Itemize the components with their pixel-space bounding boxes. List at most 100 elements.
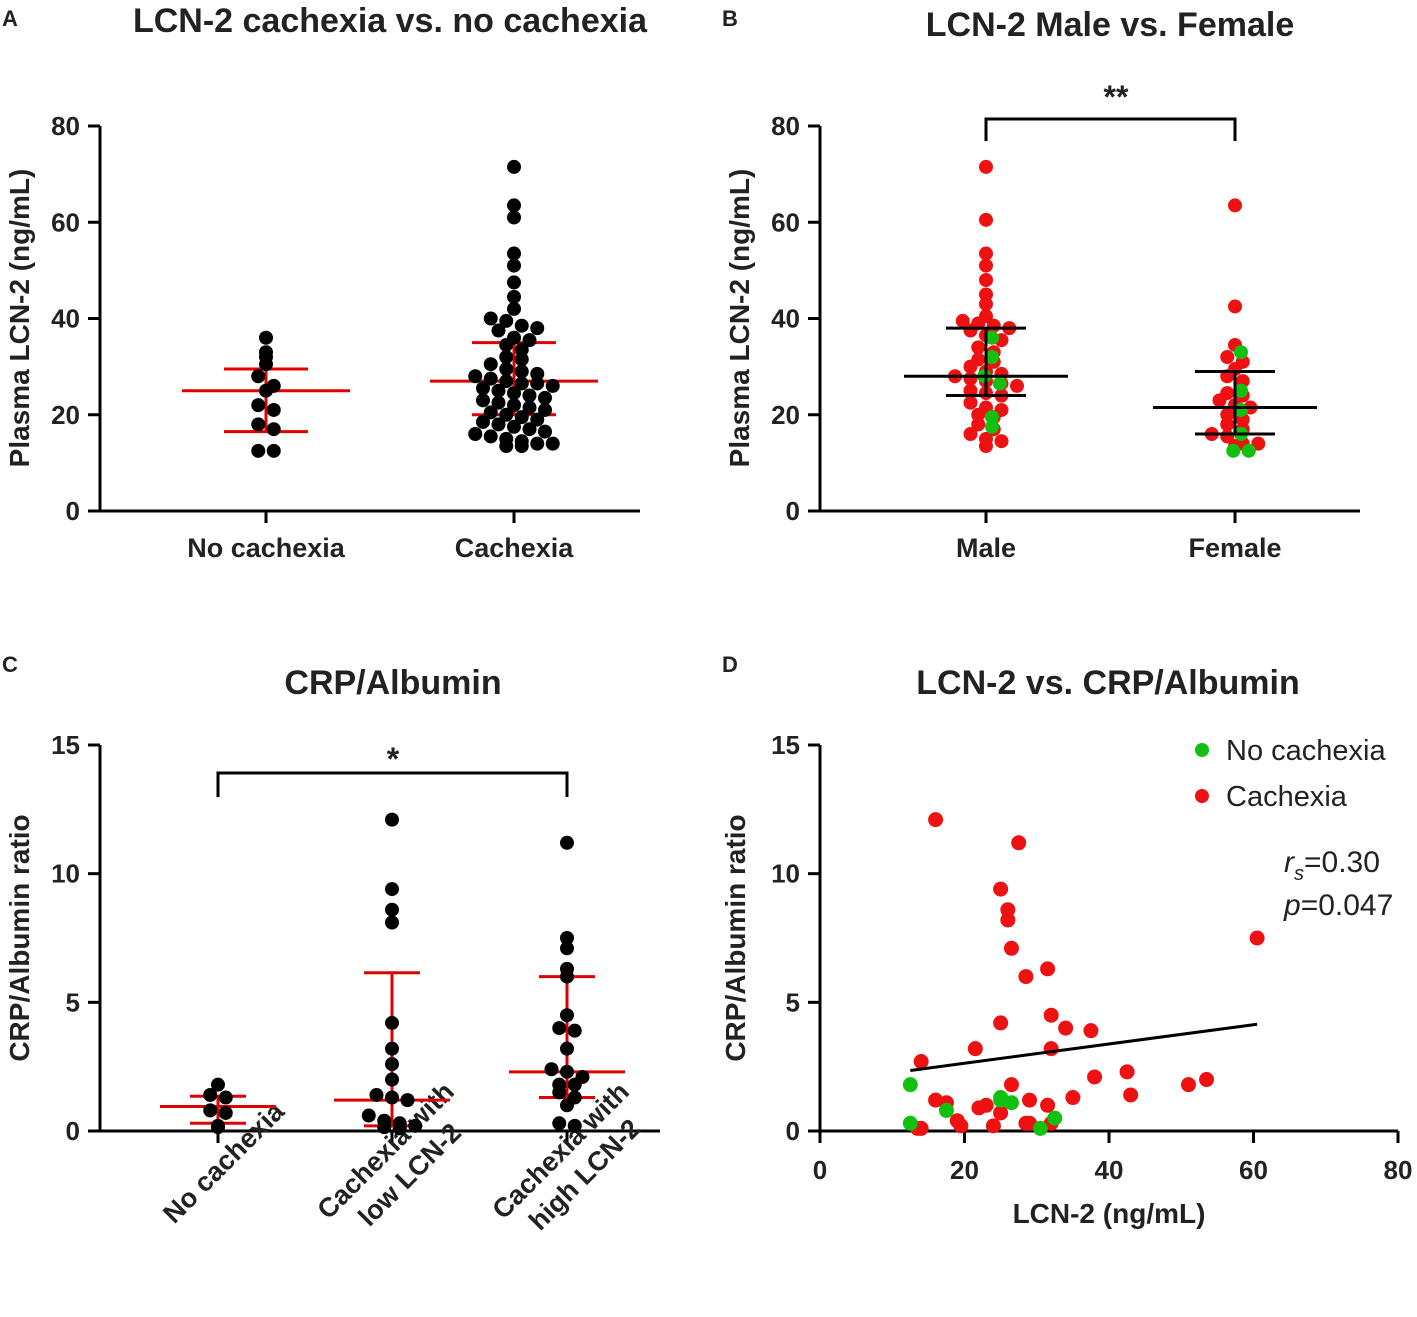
panel-c-point-sample <box>385 812 399 827</box>
panel-c-point-sample <box>361 1108 376 1123</box>
panel-a-point-sample <box>259 357 273 372</box>
panel-b-point-no-cachexia <box>992 376 1007 391</box>
panel-a-point-sample <box>514 439 529 454</box>
panel-d-x-ticks: 0 20 40 60 80 <box>813 1129 1413 1185</box>
panel-d-point-cachexia <box>1043 1007 1059 1023</box>
panel-a-point-sample <box>507 398 521 413</box>
panel-b-y-tick-label: 0 <box>786 496 800 526</box>
panel-c-point-sample <box>552 1116 567 1131</box>
panel-b-point-cachexia <box>971 340 986 355</box>
panel-a-point-sample <box>530 366 545 381</box>
panel-a-point-sample <box>507 159 521 174</box>
panel-a-point-sample <box>259 330 273 345</box>
panel-c-point-sample <box>567 1077 582 1092</box>
panel-d-point-cachexia <box>971 1100 987 1116</box>
panel-b-point-cachexia <box>963 371 978 386</box>
panel-c-y-tick-label: 10 <box>51 859 80 889</box>
panel-a-point-sample <box>259 383 273 398</box>
panel-d-label: D <box>722 652 738 677</box>
panel-d-point-cachexia <box>1040 961 1056 977</box>
panel-a-category-label: Cachexia <box>455 533 575 563</box>
panel-c-point-sample <box>218 1105 233 1120</box>
panel-d-point-cachexia <box>1003 940 1019 956</box>
panel-b-category-label: Male <box>956 533 1016 563</box>
panel-b-label: B <box>722 6 738 31</box>
panel-c-point-sample <box>560 969 574 984</box>
panel-a-point-sample <box>507 301 521 316</box>
panel-c-point-sample <box>400 1093 415 1108</box>
panel-b-point-cachexia <box>994 434 1009 449</box>
panel-a-point-sample <box>491 383 506 398</box>
panel-d-point-cachexia <box>1000 912 1016 928</box>
panel-d-point-cachexia <box>985 1118 1001 1134</box>
panel-a-point-sample <box>483 311 498 326</box>
panel-b: B LCN-2 Male vs. Female Plasma LCN-2 (ng… <box>722 6 1360 563</box>
panel-a-point-sample <box>499 362 514 377</box>
panel-c-label: C <box>2 652 18 677</box>
panel-d-points <box>902 812 1265 1136</box>
panel-b-point-no-cachexia <box>1234 383 1248 398</box>
panel-c-significance-bracket <box>216 771 569 797</box>
panel-c-point-sample <box>377 1120 392 1135</box>
panel-b-point-no-cachexia <box>1226 443 1241 458</box>
rs-symbol: r <box>1284 846 1295 879</box>
panel-a-point-sample <box>483 371 498 386</box>
panel-a-point-sample <box>251 369 266 384</box>
panel-a-point-sample <box>266 402 281 417</box>
panel-a-y-tick-label: 80 <box>51 111 80 141</box>
panel-b-point-cachexia <box>1220 407 1235 422</box>
panel-a-y-tick-label: 0 <box>66 496 80 526</box>
panel-a-point-sample <box>507 258 521 273</box>
panel-d-point-no-cachexia <box>1003 1095 1019 1111</box>
panel-b-significance-bracket <box>984 117 1237 141</box>
panel-d: D LCN-2 vs. CRP/Albumin CRP/Albumin rati… <box>720 652 1412 1229</box>
panel-b-y-tick-label: 40 <box>771 304 800 334</box>
p-value: p=0.047 <box>1283 889 1393 922</box>
panel-b-points <box>948 159 1266 458</box>
panel-b-summary-bars <box>904 326 1317 436</box>
panel-c-point-sample <box>560 1041 574 1056</box>
panel-a-point-sample <box>499 407 514 422</box>
panel-b-point-no-cachexia <box>985 350 999 364</box>
rs-value: =0.30 <box>1304 846 1380 879</box>
panel-b-y-tick-label: 80 <box>771 111 800 141</box>
panel-c-point-sample <box>392 1121 407 1136</box>
panel-d-point-cachexia <box>1040 1097 1056 1113</box>
panel-a-point-sample <box>483 429 498 444</box>
panel-a-point-sample <box>483 357 498 372</box>
panel-b-significance: ** <box>984 79 1237 141</box>
panel-d-point-no-cachexia <box>902 1077 918 1093</box>
panel-d-x-tick-label: 80 <box>1384 1155 1413 1185</box>
panel-b-point-cachexia <box>979 287 993 302</box>
panel-d-point-no-cachexia <box>1032 1120 1048 1136</box>
panel-b-point-cachexia <box>1228 299 1242 314</box>
panel-c-y-tick-label: 5 <box>66 987 80 1017</box>
panel-d-x-tick-label: 60 <box>1239 1155 1268 1185</box>
panel-a-y-ticks: 0 20 40 60 80 <box>51 111 102 526</box>
panel-d-point-cachexia <box>1123 1087 1139 1103</box>
panel-a-point-sample <box>491 417 506 432</box>
panel-d-point-cachexia <box>1018 969 1034 985</box>
panel-d-point-cachexia <box>1087 1069 1103 1085</box>
panel-d-x-tick-label: 20 <box>950 1155 979 1185</box>
panel-d-point-cachexia <box>1000 902 1016 918</box>
panel-d-y-axis-label: CRP/Albumin ratio <box>720 814 751 1061</box>
panel-d-point-cachexia <box>1119 1064 1135 1080</box>
panel-d-point-cachexia <box>913 1054 929 1070</box>
panel-d-point-cachexia <box>928 812 944 828</box>
panel-d-y-tick-label: 15 <box>771 730 800 760</box>
panel-b-y-ticks: 0 20 40 60 80 <box>771 111 822 526</box>
panel-a-point-sample <box>476 381 490 396</box>
panel-d-point-cachexia <box>1058 1020 1074 1036</box>
panel-c-point-sample <box>385 1041 399 1056</box>
panel-b-point-cachexia <box>963 323 978 338</box>
panel-d-statistics: rs=0.30 p=0.047 <box>1283 846 1393 922</box>
panel-d-point-cachexia <box>993 881 1009 897</box>
panel-b-point-cachexia <box>979 273 993 287</box>
panel-a-point-sample <box>499 313 514 328</box>
panel-a-points <box>251 159 560 458</box>
panel-a-point-sample <box>514 410 529 425</box>
panel-c-point-sample <box>211 1120 225 1135</box>
